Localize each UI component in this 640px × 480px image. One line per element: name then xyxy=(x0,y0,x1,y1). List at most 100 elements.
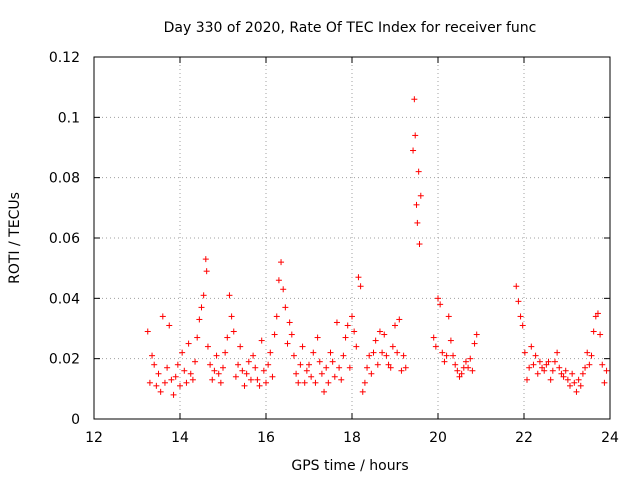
data-point xyxy=(569,370,576,377)
data-point xyxy=(456,373,463,380)
data-point xyxy=(204,343,211,350)
data-point xyxy=(187,370,194,377)
y-tick-label: 0.1 xyxy=(58,110,80,126)
data-point xyxy=(349,313,355,320)
data-point xyxy=(297,361,304,368)
data-point xyxy=(166,322,173,329)
data-point xyxy=(299,343,306,350)
data-point xyxy=(351,328,358,335)
data-point xyxy=(582,364,589,371)
data-point xyxy=(355,274,362,281)
data-point xyxy=(389,343,396,350)
data-point xyxy=(392,322,398,329)
data-point xyxy=(374,361,381,368)
data-point xyxy=(346,364,353,371)
data-point xyxy=(250,352,257,359)
data-point xyxy=(412,132,419,139)
data-point xyxy=(340,352,347,359)
x-tick-label: 14 xyxy=(171,430,189,446)
data-point xyxy=(271,331,278,338)
data-point xyxy=(232,373,239,380)
data-point xyxy=(168,376,175,383)
data-point xyxy=(462,358,469,365)
data-point xyxy=(400,352,407,359)
data-point xyxy=(454,367,461,374)
data-point xyxy=(224,334,231,341)
data-point xyxy=(437,301,444,308)
data-point xyxy=(215,370,222,377)
x-tick-label: 12 xyxy=(85,430,103,446)
x-tick-label: 20 xyxy=(429,430,447,446)
data-point xyxy=(416,241,423,248)
data-point xyxy=(230,328,237,335)
y-tick-label: 0.12 xyxy=(49,50,80,66)
data-point xyxy=(327,349,334,356)
data-point xyxy=(256,382,263,389)
x-tick-label: 16 xyxy=(257,430,275,446)
data-point xyxy=(290,352,297,359)
data-point xyxy=(278,259,285,266)
data-point xyxy=(402,364,409,371)
data-point xyxy=(170,391,177,398)
data-point xyxy=(306,361,312,368)
data-point xyxy=(519,322,526,329)
data-point xyxy=(381,331,388,338)
data-point xyxy=(567,382,574,389)
data-point xyxy=(357,283,364,290)
data-point xyxy=(318,370,325,377)
data-point xyxy=(410,147,417,154)
data-point xyxy=(284,340,291,347)
data-point xyxy=(385,361,392,368)
data-point xyxy=(368,370,375,377)
data-point xyxy=(469,367,476,374)
data-point xyxy=(398,367,405,374)
data-point xyxy=(226,292,233,299)
data-point xyxy=(265,361,272,368)
data-point xyxy=(443,352,450,359)
data-point xyxy=(513,283,520,290)
data-point xyxy=(592,313,599,320)
data-point xyxy=(471,340,478,347)
data-point xyxy=(149,352,156,359)
data-point xyxy=(530,361,537,368)
data-point xyxy=(588,352,595,359)
data-point xyxy=(432,343,439,350)
data-point xyxy=(447,337,454,344)
data-point xyxy=(599,361,606,368)
data-point xyxy=(435,295,441,302)
data-point xyxy=(597,331,604,338)
grid xyxy=(94,57,610,419)
x-axis-label: GPS time / hours xyxy=(291,458,408,474)
data-point xyxy=(396,316,403,323)
data-point xyxy=(539,364,546,371)
data-point xyxy=(359,388,366,395)
y-tick-label: 0.08 xyxy=(49,171,80,187)
data-point xyxy=(338,376,345,383)
data-point xyxy=(376,328,383,335)
data-point xyxy=(179,349,186,356)
data-point xyxy=(603,367,610,374)
data-point xyxy=(558,370,565,377)
data-point xyxy=(146,379,153,386)
data-point xyxy=(222,349,229,356)
data-point xyxy=(594,310,601,317)
data-point xyxy=(172,373,179,380)
data-point xyxy=(194,334,201,341)
data-point xyxy=(211,367,218,374)
data-point xyxy=(556,364,563,371)
data-point xyxy=(571,379,578,386)
data-point xyxy=(303,367,310,374)
data-point xyxy=(383,352,390,359)
data-point xyxy=(252,364,259,371)
x-tick-label: 24 xyxy=(601,430,619,446)
data-point xyxy=(353,343,360,350)
data-point xyxy=(196,316,203,323)
data-point xyxy=(155,370,162,377)
data-point xyxy=(280,286,287,293)
data-point xyxy=(452,361,459,368)
data-point xyxy=(282,304,289,311)
data-point xyxy=(411,96,418,103)
data-point xyxy=(273,313,280,320)
data-point xyxy=(203,268,210,275)
